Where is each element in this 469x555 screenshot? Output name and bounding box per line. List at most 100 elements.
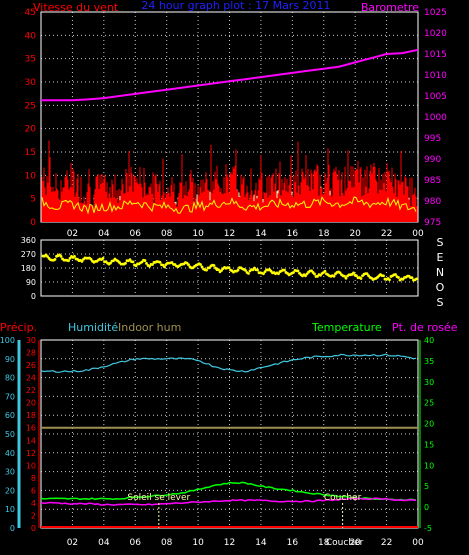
temp-axis-tick: -5 <box>424 524 432 533</box>
humidity-axis-tick: 40 <box>5 449 15 458</box>
x-tick-label: 04 <box>98 538 110 548</box>
direction-point <box>304 274 307 278</box>
direction-point <box>415 277 418 281</box>
pressure-axis-tick: 980 <box>424 197 441 207</box>
wind-axis-tick: 40 <box>25 31 37 41</box>
temp-axis-tick: 15 <box>424 440 434 449</box>
direction-point <box>80 260 84 263</box>
direction-axis-tick: 360 <box>21 236 36 245</box>
direction-point <box>244 268 247 272</box>
direction-point <box>148 264 151 268</box>
direction-point <box>388 278 391 282</box>
x-tick-label: 22 <box>381 538 392 548</box>
temp-axis-tick: 30 <box>424 378 434 387</box>
precip-axis-tick: 20 <box>26 399 36 408</box>
direction-point <box>212 264 216 267</box>
direction-point <box>158 260 162 264</box>
temp-axis-tick: 5 <box>424 482 429 491</box>
wind-axis-tick: 25 <box>25 101 36 111</box>
humidity-axis-tick: 30 <box>5 468 15 477</box>
wind-axis-tick: 15 <box>25 148 36 158</box>
x-tick-label: 06 <box>130 538 142 548</box>
direction-axis-tick: 180 <box>21 264 36 273</box>
dewpoint-line <box>40 497 417 506</box>
x-tick-label: 02 <box>67 229 78 239</box>
x-tick-label: 20 <box>349 229 361 239</box>
precip-axis-tick: 22 <box>26 386 36 395</box>
legend-entry: Indoor hum <box>118 321 181 334</box>
precip-axis-tick: 8 <box>31 474 36 483</box>
direction-point <box>143 259 147 262</box>
temp-axis-tick: 35 <box>424 357 434 366</box>
precip-axis-tick: 16 <box>26 424 36 433</box>
event-label: Coucher <box>324 493 362 503</box>
compass-letter: O <box>436 281 445 294</box>
x-tick-label: 00 <box>412 229 424 239</box>
precip-axis-tick: 18 <box>26 411 36 420</box>
direction-point <box>277 272 280 276</box>
pressure-axis-tick: 975 <box>424 218 441 228</box>
x-tick-label: 12 <box>224 538 235 548</box>
compass-letter: S <box>437 236 444 249</box>
direction-axis-tick: 90 <box>26 278 36 287</box>
direction-point <box>89 257 93 261</box>
x-tick-label: 08 <box>161 538 173 548</box>
direction-point <box>200 265 204 269</box>
direction-point <box>283 268 286 272</box>
precip-axis-tick: 6 <box>31 486 36 495</box>
direction-point <box>73 255 76 258</box>
humidity-axis-tick: 60 <box>5 411 15 420</box>
precip-axis-tick: 0 <box>31 524 36 533</box>
pressure-axis-tick: 1020 <box>424 29 447 39</box>
precip-axis-tick: 30 <box>26 336 36 345</box>
humidity-axis-tick: 20 <box>5 486 15 495</box>
x-tick-label: 06 <box>130 229 142 239</box>
precip-axis-tick: 28 <box>26 349 36 358</box>
pressure-axis-tick: 985 <box>424 176 441 186</box>
legend-entry: Précip. <box>0 321 37 334</box>
pressure-axis-tick: 1015 <box>424 50 447 60</box>
precip-axis-tick: 2 <box>31 511 36 520</box>
wind-axis-tick: 30 <box>25 78 37 88</box>
direction-point <box>359 277 363 280</box>
x-tick-label: 10 <box>192 229 204 239</box>
direction-point <box>343 274 346 278</box>
direction-point <box>256 268 259 272</box>
direction-point <box>365 272 369 276</box>
direction-point <box>128 258 132 262</box>
precip-axis-tick: 4 <box>31 499 36 508</box>
wind-bars <box>41 140 418 222</box>
pressure-axis-tick: 990 <box>424 155 441 165</box>
temp-axis-tick: 40 <box>424 336 434 345</box>
direction-axis-tick: 0 <box>31 292 36 301</box>
precip-axis-tick: 26 <box>26 361 36 370</box>
direction-point <box>109 261 112 265</box>
x-tick-label: 18 <box>318 229 330 239</box>
x-tick-extra-label: Coucher <box>326 538 364 548</box>
wind-axis-tick: 0 <box>30 218 36 228</box>
compass-letter: S <box>437 296 444 309</box>
x-tick-label: 22 <box>381 229 392 239</box>
direction-point <box>262 272 265 276</box>
wind-axis-tick: 10 <box>25 171 37 181</box>
header-title: 24 hour graph plot : 17 Mars 2011 <box>141 0 330 12</box>
direction-point <box>296 269 300 273</box>
legend-entry: Pt. de rosée <box>392 321 458 334</box>
pressure-line <box>41 48 419 102</box>
x-tick-label: 14 <box>255 229 267 239</box>
x-tick-label: 04 <box>98 229 110 239</box>
precip-axis-tick: 12 <box>26 449 36 458</box>
legend-entry: Temperature <box>311 321 382 334</box>
direction-point <box>145 261 148 265</box>
direction-point <box>323 269 327 273</box>
direction-point <box>101 256 105 260</box>
direction-axis-tick: 270 <box>21 250 36 259</box>
wind-axis-tick: 35 <box>25 55 36 65</box>
humidity-axis-tick: 0 <box>10 524 15 533</box>
pressure-axis-tick: 1000 <box>424 113 447 123</box>
direction-point <box>344 276 348 280</box>
humidity-axis-tick: 10 <box>5 505 15 514</box>
x-tick-label: 16 <box>287 538 299 548</box>
